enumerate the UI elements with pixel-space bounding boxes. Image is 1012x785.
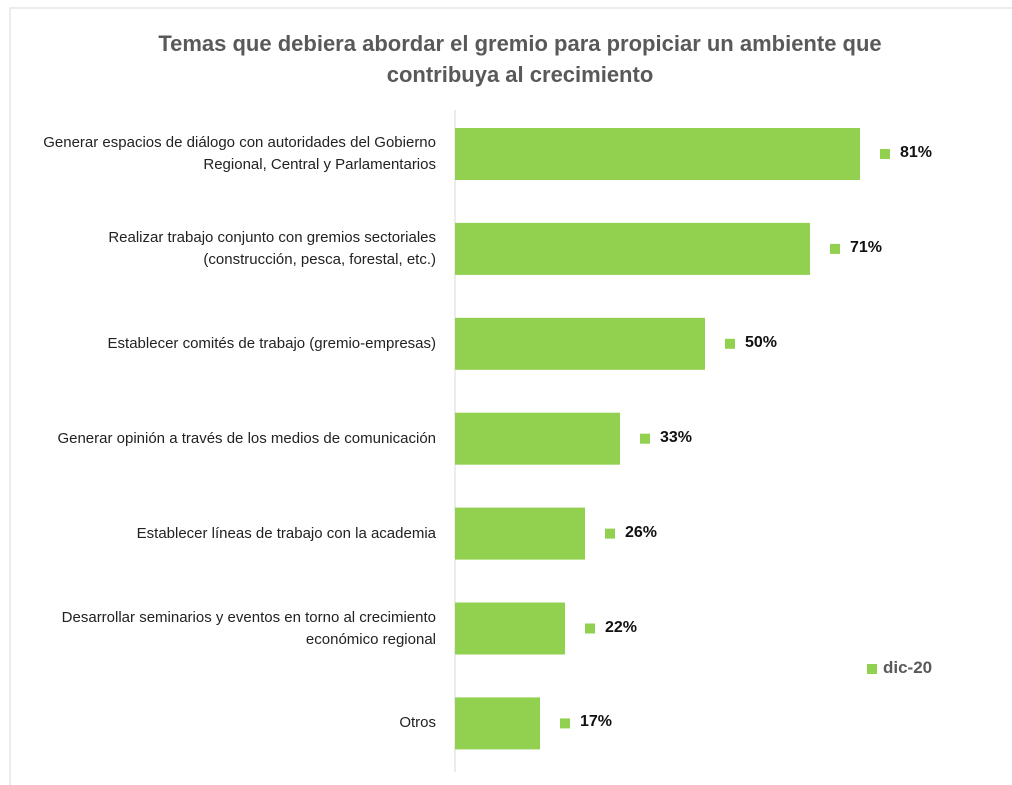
bar	[455, 697, 540, 750]
chart-title: Temas que debiera abordar el gremio para…	[158, 31, 882, 87]
value-label-key	[725, 338, 735, 349]
value-label-key	[605, 528, 615, 539]
category-label: Establecer líneas de trabajo con la acad…	[136, 524, 436, 542]
bar	[455, 507, 585, 560]
value-label-key	[560, 718, 570, 729]
value-label: 17%	[580, 713, 613, 731]
value-label-key	[640, 433, 650, 444]
value-label: 33%	[660, 428, 693, 446]
bar	[455, 412, 620, 465]
value-label-key	[585, 623, 595, 634]
bar	[455, 128, 860, 180]
category-label: Realizar trabajo conjunto con gremios se…	[108, 228, 436, 268]
value-label: 71%	[850, 238, 883, 256]
category-label: Generar espacios de diálogo con autorida…	[43, 134, 436, 173]
value-label-key	[830, 243, 840, 254]
category-label: Desarrollar seminarios y eventos en torn…	[61, 608, 436, 648]
value-label: 22%	[605, 618, 638, 636]
bar	[455, 222, 810, 275]
chart-border	[9, 7, 1012, 785]
category-label: Establecer comités de trabajo (gremio-em…	[107, 334, 436, 352]
category-label: Generar opinión a través de los medios d…	[57, 429, 436, 447]
value-label-key	[880, 149, 890, 159]
bar	[455, 602, 565, 655]
value-label: 26%	[625, 523, 658, 541]
bar	[455, 317, 705, 370]
legend-label: dic-20	[883, 658, 933, 677]
value-label: 50%	[745, 333, 778, 351]
value-label: 81%	[900, 144, 933, 161]
category-label: Otros	[399, 714, 436, 732]
legend-key	[867, 664, 877, 674]
